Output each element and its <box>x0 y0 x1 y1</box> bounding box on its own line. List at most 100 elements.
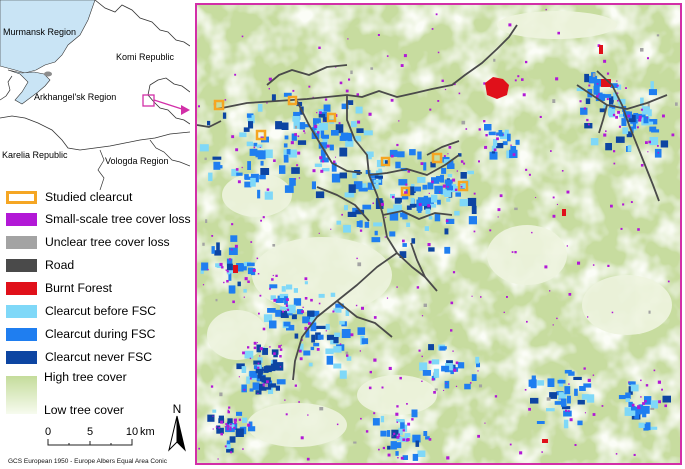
tree-cover-loss-speck <box>198 447 200 450</box>
clearcut-patch <box>468 216 477 225</box>
tree-cover-loss-speck <box>217 458 219 460</box>
clearcut-patch <box>577 420 583 426</box>
tree-cover-loss-speck <box>373 412 376 415</box>
tree-cover-loss-speck <box>323 120 325 122</box>
clearcut-patch <box>417 151 422 160</box>
tree-cover-loss-speck <box>460 185 463 188</box>
clearcut-patch <box>269 284 278 289</box>
tree-cover-loss-speck <box>272 274 274 277</box>
clearcut-patch <box>530 379 537 389</box>
burnt-forest-patch <box>233 265 238 273</box>
unclear-loss-speck <box>461 120 466 125</box>
unclear-loss-speck <box>202 242 205 246</box>
clearcut-patch <box>369 173 379 179</box>
clearcut-patch <box>428 247 435 252</box>
tree-cover-loss-speck <box>314 124 318 128</box>
clearcut-patch <box>348 184 356 193</box>
clearcut-patch <box>318 113 326 118</box>
clearcut-patch <box>289 178 296 186</box>
tree-cover-loss-speck <box>378 448 380 451</box>
tree-cover-loss-speck <box>285 413 288 416</box>
clearcut-patch <box>322 113 329 123</box>
clearcut-patch <box>444 246 451 254</box>
clearcut-patch <box>246 113 254 118</box>
clearcut-patch <box>446 163 455 169</box>
clearcut-patch <box>585 98 591 104</box>
clearcut-patch <box>341 329 351 338</box>
clearcut-patch <box>576 87 585 92</box>
clearcut-patch <box>226 258 233 267</box>
tree-cover-loss-speck <box>393 432 396 435</box>
tree-cover-color-ramp <box>6 376 37 414</box>
legend-label: Clearcut during FSC <box>45 327 156 341</box>
tree-cover-loss-speck <box>640 396 642 398</box>
clearcut-patch <box>244 181 252 188</box>
tree-cover-loss-speck <box>268 77 272 81</box>
clearcut-patch <box>250 177 256 187</box>
unclear-loss-speck <box>353 441 357 444</box>
tree-cover-loss-speck <box>613 150 616 153</box>
clearcut-patch <box>257 103 263 112</box>
clearcut-patch <box>649 119 658 125</box>
clearcut-patch <box>331 130 339 136</box>
tree-cover-loss-speck <box>324 98 328 101</box>
clearcut-patch <box>603 104 607 109</box>
clearcut-patch <box>446 185 453 191</box>
tree-cover-loss-speck <box>484 422 486 424</box>
clearcut-patch <box>335 307 342 313</box>
clearcut-patch <box>325 348 334 355</box>
tree-cover-loss-speck <box>437 100 440 102</box>
clearcut-patch <box>395 197 402 203</box>
tree-cover-loss-speck <box>310 298 313 302</box>
tree-cover-loss-speck <box>296 164 299 167</box>
clearcut-patch <box>207 414 215 422</box>
clearcut-patch <box>213 161 221 170</box>
tree-cover-loss-speck <box>322 160 325 163</box>
unclear-loss-speck <box>647 102 650 107</box>
tree-cover-loss-speck <box>297 151 301 155</box>
tree-cover-loss-speck <box>273 352 276 355</box>
tree-cover-loss-speck <box>273 159 276 162</box>
clearcut-patch <box>593 79 603 87</box>
clearcut-patch <box>320 157 329 163</box>
tree-cover-loss-speck <box>455 361 459 365</box>
tree-cover-loss-speck <box>433 391 436 394</box>
tree-cover-loss-speck <box>227 410 230 414</box>
clearcut-patch <box>237 281 241 287</box>
tree-cover-loss-speck <box>198 105 200 108</box>
clearcut-patch <box>648 109 652 117</box>
tree-cover-loss-speck <box>525 168 528 171</box>
clearcut-patch <box>458 153 462 157</box>
north-arrow-right <box>176 415 186 452</box>
tree-cover-loss-speck <box>502 134 505 136</box>
tree-cover-loss-speck <box>279 366 282 368</box>
clearcut-patch <box>320 130 325 138</box>
tree-cover-loss-speck <box>483 82 486 85</box>
tree-cover-loss-speck <box>210 385 214 388</box>
clearcut-patch <box>374 230 378 236</box>
clearcut-patch <box>638 404 644 411</box>
north-arrow-icon: N <box>168 402 186 452</box>
tree-cover-loss-speck <box>350 333 354 337</box>
karelia-border <box>0 75 13 101</box>
tree-cover-loss-speck <box>284 399 286 401</box>
tree-cover-loss-speck <box>418 349 421 352</box>
tree-cover-loss-speck <box>232 300 235 304</box>
clearcut-patch <box>404 433 411 438</box>
tree-cover-loss-speck <box>620 227 623 230</box>
clearcut-patch <box>373 222 383 227</box>
tree-cover-loss-speck <box>583 367 586 370</box>
tree-cover-loss-speck <box>365 430 369 433</box>
tree-cover-loss-speck <box>372 202 374 204</box>
clearcut-patch <box>577 399 585 405</box>
tree-cover-loss-speck <box>596 95 599 98</box>
clearcut-patch <box>230 286 234 291</box>
tree-cover-loss-speck <box>402 438 406 442</box>
studied-clearcut <box>287 95 298 106</box>
tree-cover-loss-speck <box>292 89 295 92</box>
clearcut-patch <box>216 242 220 251</box>
scale-bar-line <box>47 439 133 446</box>
legend-label: Road <box>45 258 75 272</box>
clearcut-patch <box>387 208 394 214</box>
clearcut-patch <box>249 388 254 392</box>
